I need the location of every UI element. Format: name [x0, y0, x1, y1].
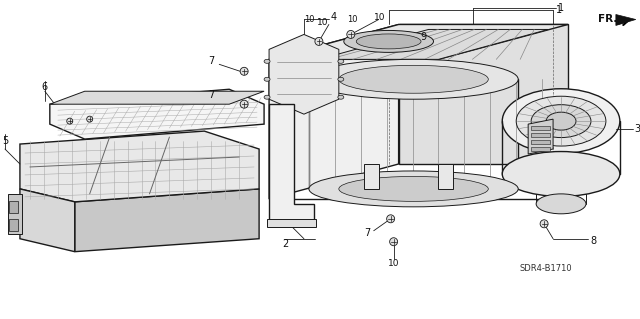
Text: SDR4-B1710: SDR4-B1710 — [520, 264, 572, 273]
Polygon shape — [438, 164, 453, 189]
Polygon shape — [20, 189, 75, 252]
Polygon shape — [269, 34, 339, 114]
Text: 9: 9 — [420, 33, 427, 42]
Ellipse shape — [309, 171, 518, 207]
Text: 7: 7 — [208, 56, 214, 66]
Circle shape — [347, 30, 355, 38]
Ellipse shape — [516, 96, 606, 146]
Circle shape — [315, 37, 323, 45]
Polygon shape — [9, 219, 18, 231]
Text: 10: 10 — [305, 15, 315, 24]
Polygon shape — [269, 25, 399, 199]
Text: 1: 1 — [558, 3, 564, 12]
Circle shape — [240, 100, 248, 108]
Polygon shape — [364, 164, 379, 189]
Polygon shape — [531, 126, 550, 130]
Ellipse shape — [309, 59, 518, 99]
Text: 8: 8 — [590, 236, 596, 246]
Polygon shape — [531, 140, 550, 144]
Polygon shape — [8, 194, 22, 234]
Ellipse shape — [338, 95, 344, 99]
Text: 2: 2 — [282, 239, 288, 249]
Polygon shape — [50, 89, 264, 139]
Circle shape — [390, 238, 397, 246]
Ellipse shape — [546, 112, 576, 130]
Circle shape — [240, 67, 248, 75]
Polygon shape — [50, 91, 264, 104]
Text: 4: 4 — [331, 12, 337, 23]
Circle shape — [67, 118, 73, 124]
Ellipse shape — [502, 152, 620, 197]
Ellipse shape — [339, 176, 488, 201]
Text: FR.: FR. — [598, 14, 618, 25]
Ellipse shape — [339, 65, 488, 93]
Circle shape — [86, 116, 93, 122]
Polygon shape — [20, 131, 259, 202]
Circle shape — [540, 220, 548, 228]
Polygon shape — [269, 104, 314, 224]
Polygon shape — [528, 119, 553, 154]
Polygon shape — [399, 25, 568, 164]
Polygon shape — [75, 189, 259, 252]
Text: 1: 1 — [556, 4, 562, 15]
Circle shape — [387, 215, 395, 223]
Text: 10: 10 — [347, 15, 357, 24]
Text: 10: 10 — [317, 18, 329, 27]
Ellipse shape — [338, 59, 344, 63]
Ellipse shape — [344, 30, 433, 52]
Polygon shape — [531, 133, 550, 137]
Text: 6: 6 — [42, 82, 48, 92]
Ellipse shape — [531, 105, 591, 137]
Polygon shape — [267, 219, 316, 227]
Polygon shape — [9, 201, 18, 213]
Polygon shape — [269, 25, 568, 59]
Text: 10: 10 — [388, 259, 399, 268]
Text: 7: 7 — [208, 90, 214, 100]
Ellipse shape — [264, 77, 270, 81]
Ellipse shape — [356, 34, 421, 49]
Text: 3: 3 — [635, 124, 640, 134]
Text: 7: 7 — [364, 228, 371, 238]
Text: 10: 10 — [374, 13, 385, 22]
Ellipse shape — [264, 95, 270, 99]
Ellipse shape — [264, 59, 270, 63]
Polygon shape — [531, 147, 550, 151]
Ellipse shape — [536, 194, 586, 214]
Ellipse shape — [338, 77, 344, 81]
Text: 5: 5 — [2, 136, 8, 146]
Polygon shape — [616, 14, 636, 26]
Ellipse shape — [502, 89, 620, 153]
Polygon shape — [319, 29, 548, 59]
